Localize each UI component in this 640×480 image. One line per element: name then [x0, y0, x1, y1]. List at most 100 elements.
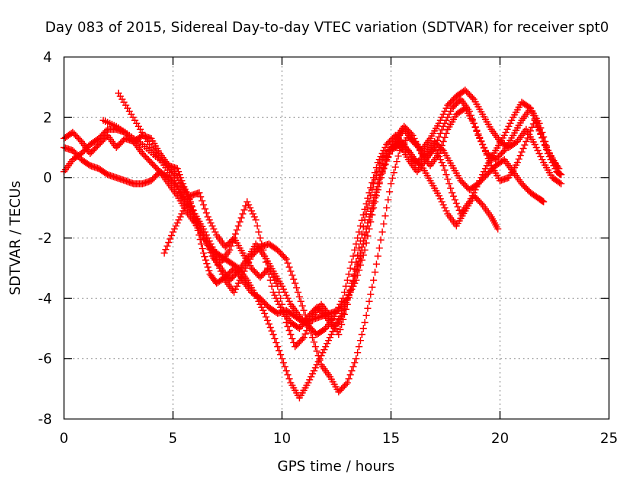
data-point — [253, 222, 261, 230]
data-point — [383, 204, 391, 212]
data-point — [388, 174, 396, 182]
data-point — [333, 306, 341, 314]
data-point — [474, 130, 482, 138]
data-point — [555, 165, 563, 173]
data-point — [218, 270, 226, 278]
data-point — [362, 311, 370, 319]
data-point — [349, 272, 357, 280]
data-point — [534, 147, 542, 155]
data-point — [322, 343, 330, 351]
data-point — [538, 134, 546, 142]
data-point — [374, 252, 382, 260]
data-point — [439, 137, 447, 145]
data-point — [403, 145, 411, 153]
data-point — [541, 140, 549, 148]
data-point — [439, 201, 447, 209]
data-point — [237, 273, 245, 281]
data-point — [274, 282, 282, 290]
data-point — [480, 144, 488, 152]
data-point — [220, 273, 228, 281]
data-point — [365, 198, 373, 206]
data-point — [198, 197, 206, 205]
data-point — [345, 293, 353, 301]
data-point — [327, 315, 335, 323]
data-point — [282, 318, 290, 326]
data-point — [303, 327, 311, 335]
data-point — [323, 340, 331, 348]
data-point — [269, 331, 277, 339]
data-point — [279, 359, 287, 367]
data-point — [524, 134, 532, 142]
data-point — [557, 180, 565, 188]
data-point — [483, 151, 491, 159]
data-point — [358, 230, 366, 238]
data-point — [226, 246, 234, 254]
data-point — [188, 203, 196, 211]
data-point — [234, 222, 242, 230]
data-point — [284, 371, 292, 379]
data-point — [203, 260, 211, 268]
data-point — [535, 127, 543, 135]
data-point — [176, 213, 184, 221]
data-point — [237, 214, 245, 222]
data-point — [208, 222, 216, 230]
data-point — [325, 337, 333, 345]
data-point — [310, 338, 318, 346]
data-point — [320, 346, 328, 354]
data-point — [484, 155, 492, 163]
data-point — [297, 297, 305, 305]
data-point — [205, 237, 213, 245]
data-point — [531, 140, 539, 148]
data-point — [293, 284, 301, 292]
data-point — [240, 206, 248, 214]
data-point — [377, 160, 385, 168]
data-point — [499, 148, 507, 156]
data-point — [359, 325, 367, 332]
data-point — [354, 349, 362, 357]
data-point — [300, 306, 308, 314]
data-point — [172, 180, 180, 188]
data-point — [521, 141, 529, 149]
data-point — [448, 189, 456, 197]
data-point — [374, 168, 382, 176]
data-point — [309, 370, 317, 378]
data-point — [163, 242, 171, 250]
data-point — [352, 258, 360, 266]
data-point — [346, 286, 354, 294]
data-point — [349, 252, 357, 260]
data-point — [451, 196, 459, 204]
data-point — [304, 379, 312, 387]
data-point — [282, 291, 290, 299]
y-tick-label: -6 — [38, 352, 52, 368]
data-point — [359, 223, 367, 231]
data-point — [279, 306, 287, 314]
data-point — [201, 205, 209, 213]
data-point — [468, 94, 476, 102]
data-point — [173, 165, 181, 173]
data-point — [265, 320, 273, 328]
data-point — [307, 373, 315, 381]
data-point — [471, 123, 479, 131]
data-point — [351, 271, 359, 279]
data-point — [364, 204, 372, 212]
data-point — [367, 207, 375, 215]
data-point — [246, 204, 254, 212]
data-point — [201, 228, 209, 236]
x-tick-label: 0 — [60, 431, 69, 447]
data-point — [378, 228, 386, 236]
data-point — [372, 172, 380, 180]
data-point — [454, 203, 462, 211]
data-point — [245, 201, 253, 209]
x-tick-label: 20 — [491, 431, 509, 447]
data-point — [233, 226, 241, 234]
x-tick-label: 15 — [382, 431, 400, 447]
data-point — [207, 240, 215, 248]
data-point — [262, 258, 270, 266]
data-point — [189, 206, 197, 214]
y-tick-label: 4 — [43, 50, 52, 66]
data-point — [416, 147, 424, 155]
data-point — [166, 235, 174, 243]
x-tick-label: 25 — [600, 431, 618, 447]
data-point — [352, 355, 360, 363]
